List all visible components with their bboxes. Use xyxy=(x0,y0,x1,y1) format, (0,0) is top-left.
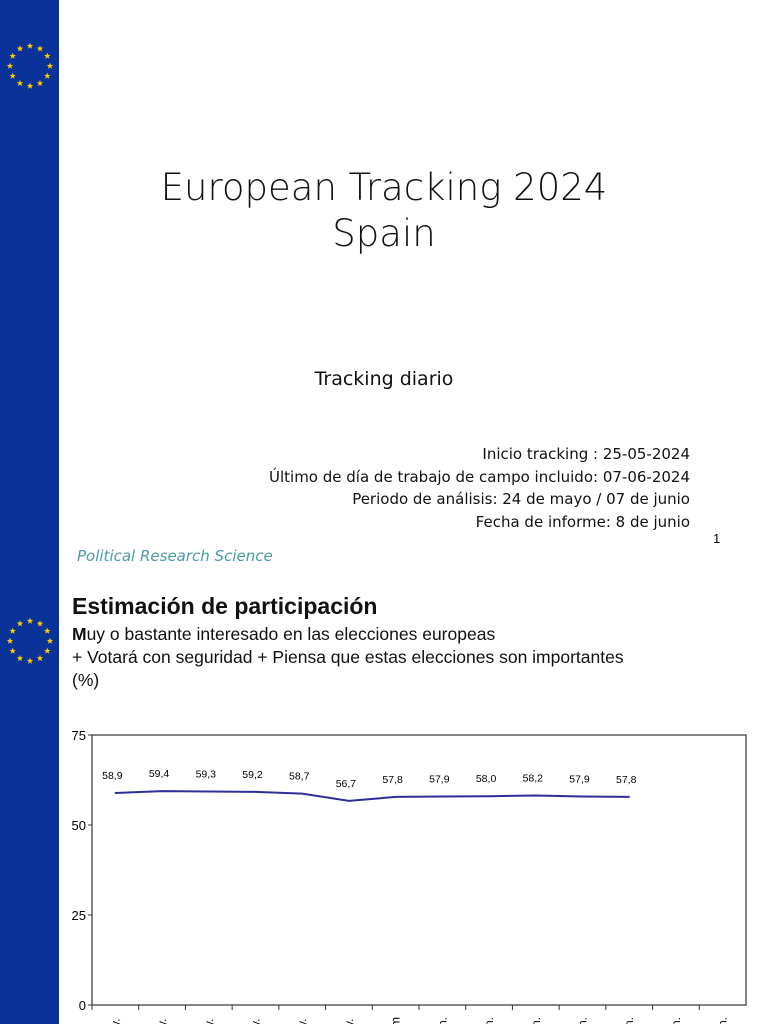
data-label: 57,9 xyxy=(429,774,450,786)
star-icon xyxy=(16,79,24,87)
star-icon xyxy=(9,52,16,59)
data-point xyxy=(628,796,631,798)
x-tick-label: y. xyxy=(108,1019,122,1024)
data-point xyxy=(207,790,210,793)
chart-description: Muy o bastante interesado en las eleccio… xyxy=(72,623,624,692)
data-point xyxy=(441,795,444,798)
data-point xyxy=(581,795,584,798)
info-report-date: Fecha de informe: 8 de junio xyxy=(475,512,690,531)
chart-heading: Estimación de participación xyxy=(72,593,378,619)
series-line xyxy=(115,790,630,802)
data-point xyxy=(534,794,537,797)
desc-first-letter: M xyxy=(72,624,87,644)
info-last-day: Último de día de trabajo de campo inclui… xyxy=(269,467,690,486)
data-point xyxy=(488,795,490,797)
eu-stars-icon xyxy=(6,42,54,89)
desc-line-3: (%) xyxy=(72,670,100,690)
star-icon xyxy=(44,52,51,59)
star-icon xyxy=(9,72,16,79)
x-tick-label: y. xyxy=(295,1019,309,1024)
star-icon xyxy=(36,654,44,662)
x-tick-label: n. xyxy=(576,1017,590,1024)
star-icon xyxy=(6,62,14,69)
eu-stars-icon xyxy=(6,617,54,664)
y-tick-label: 50 xyxy=(72,818,86,833)
info-start: Inicio tracking : 25-05-2024 xyxy=(482,445,690,463)
desc-line-2: + Votará con seguridad + Piensa que esta… xyxy=(72,647,624,667)
title-line-2: Spain xyxy=(332,212,436,255)
star-icon xyxy=(44,72,51,79)
eu-flag-strip xyxy=(0,0,59,1024)
data-point xyxy=(114,792,117,794)
data-label: 57,8 xyxy=(382,774,403,786)
star-icon xyxy=(26,42,34,49)
x-tick-label: n. xyxy=(622,1017,636,1024)
x-tick-label: y. xyxy=(155,1019,169,1024)
x-tick-label: y. xyxy=(342,1019,356,1024)
data-point xyxy=(394,796,397,798)
star-icon xyxy=(44,627,51,634)
data-label: 57,8 xyxy=(616,774,637,786)
star-icon xyxy=(26,82,34,89)
x-tick-label: n. xyxy=(669,1017,683,1024)
data-point xyxy=(254,791,257,793)
star-icon xyxy=(44,647,51,654)
x-tick-label: n. xyxy=(529,1017,543,1024)
page-title: European Tracking 2024 Spain xyxy=(60,165,708,257)
x-tick-label: y. xyxy=(249,1019,263,1024)
star-icon xyxy=(46,62,54,69)
data-label: 59,2 xyxy=(242,769,263,781)
data-point xyxy=(161,790,163,792)
subtitle: Tracking diario xyxy=(314,368,454,390)
star-icon xyxy=(9,647,16,654)
y-tick-label: 25 xyxy=(72,908,86,923)
data-label: 58,7 xyxy=(289,771,310,783)
x-tick-label: n. xyxy=(435,1017,449,1024)
star-icon xyxy=(16,45,24,52)
star-icon xyxy=(16,654,24,662)
star-icon xyxy=(9,627,16,634)
data-label: 58,9 xyxy=(102,770,123,782)
star-icon xyxy=(16,620,24,627)
data-label: 58,2 xyxy=(523,772,544,784)
star-icon xyxy=(36,45,44,52)
x-tick-label: n. xyxy=(482,1017,496,1024)
data-label: 59,3 xyxy=(196,769,217,781)
star-icon xyxy=(6,637,14,644)
x-tick-label: y. xyxy=(202,1019,216,1024)
data-label: 58,0 xyxy=(476,773,497,785)
info-period: Periodo de análisis: 24 de mayo / 07 de … xyxy=(352,490,690,508)
star-icon xyxy=(46,637,54,644)
brand-text: Political Research Science xyxy=(77,547,273,565)
title-line-1: European Tracking 2024 xyxy=(160,166,608,209)
desc-line-1: uy o bastante interesado en las eleccion… xyxy=(86,624,496,644)
data-label: 59,4 xyxy=(149,768,170,780)
data-label: 57,9 xyxy=(569,774,590,786)
star-icon xyxy=(36,79,44,87)
star-icon xyxy=(26,617,34,624)
y-tick-label: 75 xyxy=(72,728,86,743)
plot-frame xyxy=(91,734,747,1006)
data-point xyxy=(348,800,350,802)
y-tick-label: 0 xyxy=(79,998,86,1013)
tracking-info: Inicio tracking : 25-05-2024 Último de d… xyxy=(269,443,690,533)
page-number: 1 xyxy=(713,531,721,546)
star-icon xyxy=(26,657,34,664)
data-point xyxy=(301,792,304,795)
data-label: 56,7 xyxy=(336,778,357,790)
star-icon xyxy=(36,620,44,627)
x-tick-label: m xyxy=(389,1017,403,1024)
x-tick-label: n. xyxy=(716,1017,730,1024)
